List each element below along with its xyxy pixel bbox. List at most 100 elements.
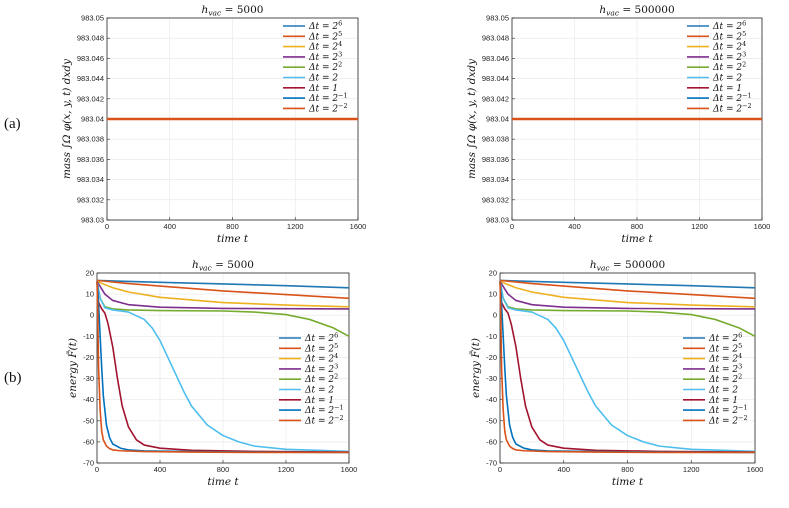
legend-entry: Δt = 23	[304, 362, 338, 375]
x-axis-label: time t	[621, 233, 653, 245]
x-tick-label: 1200	[287, 222, 304, 231]
y-tick-label: 983.04	[486, 115, 509, 124]
x-tick-label: 400	[154, 465, 167, 474]
series-line	[96, 279, 350, 289]
x-tick-label: 1600	[341, 465, 358, 474]
legend-entry: Δt = 24	[304, 352, 338, 365]
y-tick-label: 20	[86, 269, 94, 278]
y-tick-label: 983.046	[77, 54, 104, 63]
chart-3: 0 400 800 1200 1600 -70 -60 -50 -40 -30 -20 -10 0 10 2…	[66, 259, 357, 488]
legend-entry: Δt = 24	[712, 40, 746, 53]
y-tick-label: -70	[486, 459, 497, 468]
legend-entry: Δt = 2−2	[708, 414, 748, 427]
chart-title: hvac = 500000	[599, 4, 674, 18]
panel-label-b: (b)	[4, 370, 22, 386]
legend-entry: Δt = 22	[308, 61, 342, 74]
legend-entry: Δt = 23	[712, 50, 746, 63]
y-tick-label: 983.042	[482, 94, 509, 103]
chart-2: 0 400 800 1200 1600 983.03 983.032 983.034 983.0…	[466, 4, 770, 245]
x-tick-label: 1600	[747, 465, 764, 474]
chart-title: hvac = 500000	[590, 259, 665, 273]
x-tick-label: 400	[568, 222, 581, 231]
panel-label-a: (a)	[4, 116, 21, 132]
x-tick-label: 1600	[754, 222, 771, 231]
legend-entry: Δt = 25	[712, 30, 746, 43]
legend-entry: Δt = 2	[708, 386, 738, 396]
x-tick-label: 400	[163, 222, 176, 231]
legend-entry: Δt = 1	[304, 396, 334, 406]
y-tick-label: 983.032	[482, 195, 509, 204]
x-tick-label: 800	[631, 222, 644, 231]
series-line	[96, 279, 350, 300]
legend-entry: Δt = 2−1	[304, 404, 344, 417]
legend-entry: Δt = 26	[308, 20, 342, 33]
y-tick-label: -40	[83, 395, 94, 404]
y-tick-label: -10	[486, 332, 497, 341]
y-tick-label: 983.038	[77, 135, 104, 144]
x-tick-label: 1200	[278, 465, 295, 474]
chart-title: hvac = 5000	[192, 259, 254, 273]
y-tick-label: 983.05	[81, 14, 104, 23]
y-tick-label: 983.048	[77, 34, 104, 43]
series-line	[96, 281, 350, 453]
y-tick-label: 20	[489, 269, 497, 278]
series-line	[499, 280, 756, 308]
y-tick-label: 983.036	[482, 155, 509, 164]
y-tick-label: -10	[83, 332, 94, 341]
y-tick-label: -60	[83, 437, 94, 446]
charts-layer: 0 400 800 1200 1600 983.03 983.032 983.034 983.0…	[61, 4, 770, 488]
y-tick-label: 983.04	[81, 115, 104, 124]
y-tick-label: 0	[90, 311, 94, 320]
series-line	[499, 279, 756, 289]
y-tick-label: -60	[486, 437, 497, 446]
legend-entry: Δt = 25	[308, 30, 342, 43]
legend-entry: Δt = 2−2	[308, 102, 348, 115]
x-axis-label: time t	[217, 233, 249, 245]
x-tick-label: 800	[217, 465, 230, 474]
legend-entry: Δt = 22	[712, 61, 746, 74]
y-tick-label: 983.048	[482, 34, 509, 43]
x-axis-label: time t	[612, 476, 644, 488]
legend-entry: Δt = 2−1	[712, 92, 752, 105]
legend-entry: Δt = 22	[708, 373, 742, 386]
x-tick-label: 0	[95, 465, 99, 474]
series-line	[499, 281, 756, 310]
y-axis-label: energy F̃(t)	[469, 338, 482, 398]
legend-entry: Δt = 26	[708, 332, 742, 345]
y-tick-label: 10	[86, 290, 94, 299]
y-tick-label: 983.044	[77, 74, 104, 83]
legend-entry: Δt = 1	[308, 84, 338, 94]
series-line	[96, 281, 350, 453]
y-tick-label: 983.038	[482, 135, 509, 144]
series-line	[499, 281, 756, 453]
y-tick-label: 983.032	[77, 195, 104, 204]
y-tick-label: 983.03	[486, 216, 509, 225]
y-tick-label: 10	[489, 290, 497, 299]
y-tick-label: -20	[486, 353, 497, 362]
x-tick-label: 800	[226, 222, 239, 231]
x-tick-label: 1600	[350, 222, 367, 231]
y-tick-label: 983.034	[482, 175, 509, 184]
legend-entry: Δt = 25	[304, 342, 338, 355]
x-axis-label: time t	[207, 476, 239, 488]
legend-entry: Δt = 2	[712, 74, 742, 84]
chart-1: 0 400 800 1200 1600 983.03 983.032 983.034 983.0…	[61, 4, 366, 245]
x-tick-label: 800	[621, 465, 634, 474]
y-tick-label: 983.034	[77, 175, 104, 184]
legend-entry: Δt = 2−2	[304, 414, 344, 427]
y-tick-label: -20	[83, 353, 94, 362]
series-line	[499, 279, 756, 300]
y-tick-label: 983.042	[77, 94, 104, 103]
y-tick-label: -70	[83, 459, 94, 468]
x-tick-label: 1200	[691, 222, 708, 231]
y-tick-label: 0	[493, 311, 497, 320]
y-tick-label: -30	[83, 374, 94, 383]
y-axis-label: energy F̃(t)	[66, 338, 79, 398]
legend-entry: Δt = 24	[708, 352, 742, 365]
y-axis-label: mass ∫Ω φ(x, y, t) dxdy	[61, 58, 73, 179]
